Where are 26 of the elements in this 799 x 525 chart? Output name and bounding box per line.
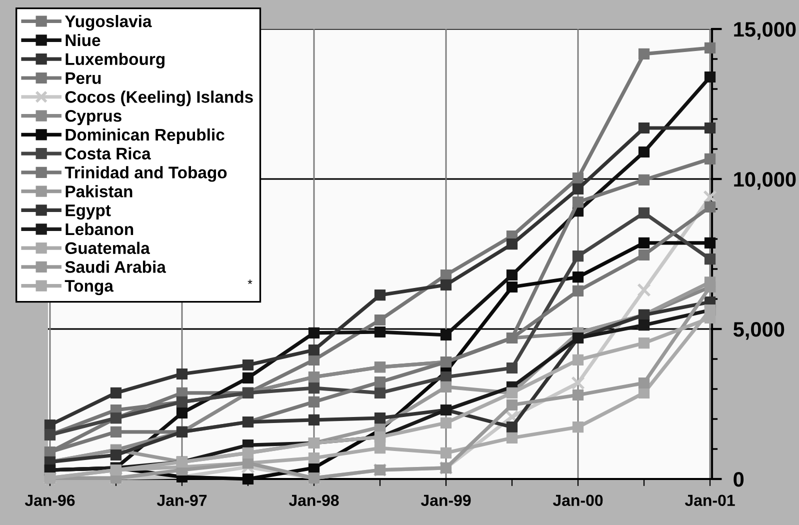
x-tick-label: Jan-97: [156, 494, 207, 506]
legend-label: Dominican Republic: [66, 128, 224, 144]
y-tick-label: 10,000: [734, 172, 796, 190]
legend-label: Peru: [66, 72, 101, 84]
legend-label: Cyprus: [65, 110, 122, 126]
y-tick-label: 15,000: [734, 22, 796, 40]
annotation: *: [248, 280, 252, 284]
x-tick-label: Jan-00: [552, 494, 603, 506]
x-tick-label: Jan-01: [684, 494, 735, 506]
x-tick-label: Jan-98: [288, 494, 339, 506]
legend-label: Saudi Arabia: [65, 260, 166, 273]
legend-label: Guatemala: [65, 242, 150, 254]
x-tick-label: Jan-99: [420, 494, 471, 506]
legend-label: Egypt: [66, 204, 111, 220]
y-tick-label: 0: [734, 472, 744, 487]
legend-label: Yugoslavia: [64, 15, 152, 31]
x-tick-label: Jan-96: [24, 494, 75, 506]
y-tick-label: 5,000: [733, 322, 784, 340]
legend-label: Costa Rica: [65, 147, 151, 160]
legend-label: Niue: [66, 34, 100, 46]
legend-label: Cocos (Keeling) Islands: [65, 90, 253, 106]
legend-label: Luxembourg: [66, 52, 164, 68]
legend-label: Trinidad and Tobago: [64, 166, 227, 182]
legend-label: Tonga: [64, 280, 114, 296]
legend-label: Pakistan: [66, 185, 132, 198]
legend-label: Lebanon: [66, 222, 134, 236]
